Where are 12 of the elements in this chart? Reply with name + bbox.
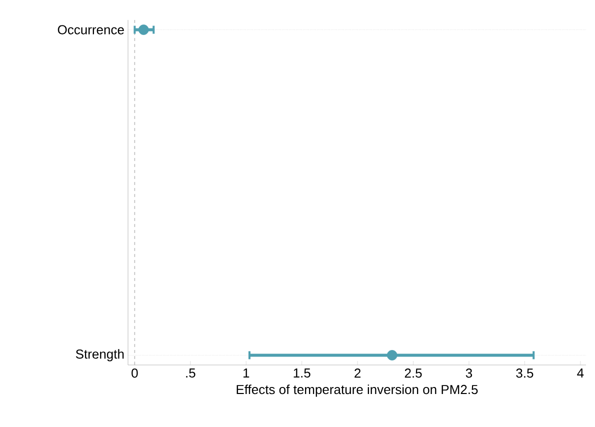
x-tick-label: 1.5 xyxy=(294,368,310,378)
x-tick-label: 4 xyxy=(577,368,584,378)
x-tick-label: 3.5 xyxy=(516,368,534,378)
y-tick-label: Occurrence xyxy=(58,25,124,34)
x-tick-label: 2.5 xyxy=(404,368,422,378)
x-tick-label: 2 xyxy=(354,368,361,378)
x-tick-label: 3 xyxy=(466,368,472,378)
y-tick-label: Strength xyxy=(76,349,124,362)
x-tick-label: 1 xyxy=(243,368,250,378)
x-tick-label: 0 xyxy=(132,368,138,378)
x-tick-label: .5 xyxy=(186,368,196,378)
x-axis-title: Effects of temperature inversion on PM2.5 xyxy=(236,384,478,397)
